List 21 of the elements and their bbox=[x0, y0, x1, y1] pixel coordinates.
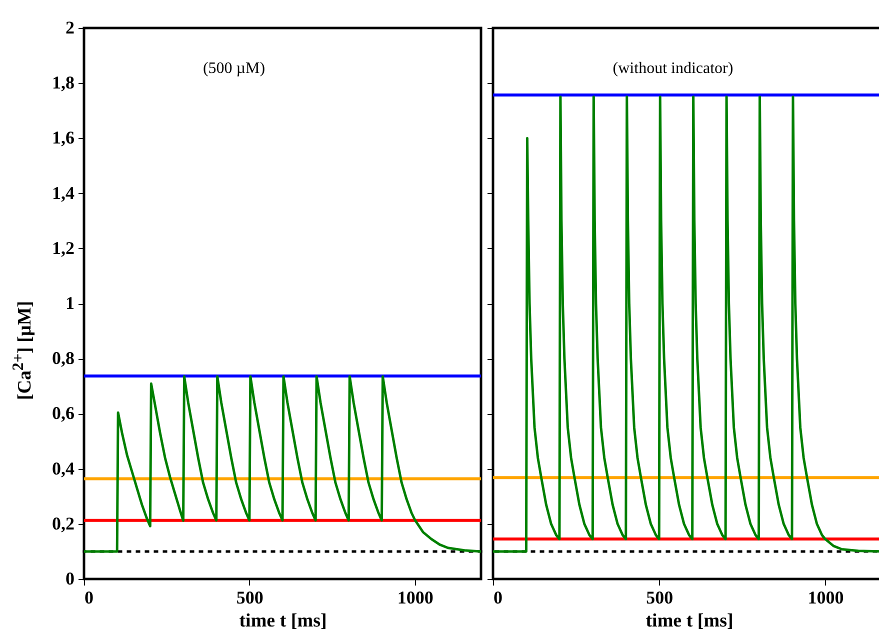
x-tick-label: 500 bbox=[236, 588, 264, 608]
y-tick-label: 0,4 bbox=[52, 458, 74, 478]
x-tick-label: 1000 bbox=[808, 588, 844, 608]
y-tick-label: 1,6 bbox=[52, 128, 74, 148]
y-tick-label: 0,6 bbox=[52, 403, 74, 424]
y-tick-label: 2 bbox=[66, 18, 74, 38]
x-axis-title: time t [ms] bbox=[646, 610, 734, 632]
y-tick-label: 1,4 bbox=[52, 182, 74, 203]
y-tick-label: 0 bbox=[66, 568, 74, 588]
y-tick-label: 1,8 bbox=[52, 72, 74, 93]
y-tick-label: 0,8 bbox=[52, 348, 74, 368]
annotation: (500 µM) bbox=[202, 60, 266, 77]
x-tick-label: 1000 bbox=[397, 588, 434, 608]
x-axis-title: time t [ms] bbox=[239, 610, 327, 632]
y-tick-label: 1,2 bbox=[52, 238, 74, 258]
x-tick-label: 500 bbox=[646, 588, 674, 608]
annotation: (without indicator) bbox=[612, 60, 734, 77]
y-tick-label: 1 bbox=[66, 293, 74, 313]
y-tick-label: 0,2 bbox=[52, 513, 74, 534]
x-tick-label: 0 bbox=[494, 588, 502, 608]
x-tick-label: 0 bbox=[84, 588, 94, 608]
